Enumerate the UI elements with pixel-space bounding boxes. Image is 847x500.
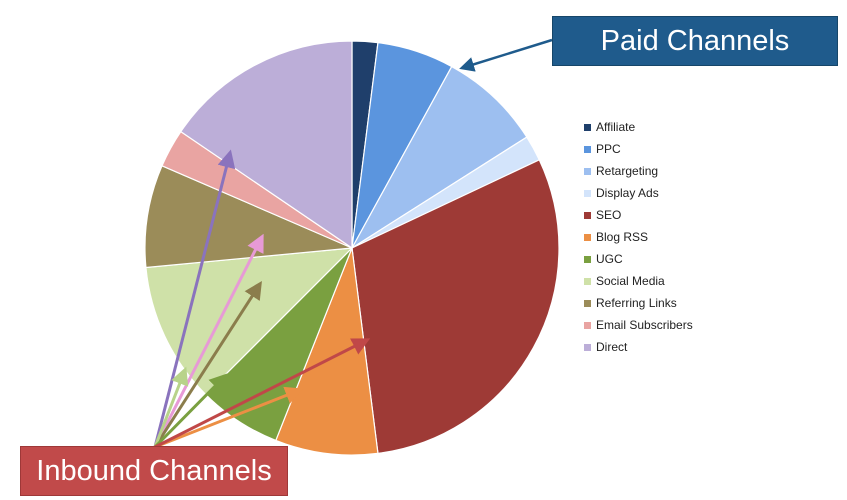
chart-legend: Affiliate PPC Retargeting Display Ads SEO Blo… [584,116,734,358]
legend-label: PPC [596,142,621,156]
inbound-arrow-seo [154,338,371,449]
legend-swatch [584,321,591,329]
inbound-arrow-ugc [153,373,228,449]
legend-item: Referring Links [584,292,734,314]
paid-channels-callout: Paid Channels [552,16,838,66]
legend-label: Referring Links [596,296,677,310]
legend-item: Blog RSS [584,226,734,248]
legend-swatch [584,277,591,285]
legend-item: Affiliate [584,116,734,138]
inbound-arrow-social-media [153,366,189,448]
legend-item: Social Media [584,270,734,292]
legend-item: Direct [584,336,734,358]
inbound-channels-callout: Inbound Channels [20,446,288,496]
legend-swatch [584,233,591,241]
pie-slice-direct [179,40,353,250]
legend-label: Retargeting [596,164,659,178]
legend-swatch [584,343,591,351]
legend-swatch [584,167,591,175]
legend-label: Display Ads [596,186,659,200]
pie-slice-referring-links [144,165,353,269]
legend-label: Email Subscribers [596,318,693,332]
inbound-arrow-direct [153,149,236,448]
inbound-channels-label: Inbound Channels [36,454,272,487]
legend-swatch [584,123,591,131]
legend-item: UGC [584,248,734,270]
inbound-arrow-email-subscribers [153,233,264,448]
inbound-arrow-referring-links [153,280,262,448]
pie-slice-seo [351,159,560,455]
legend-item: Display Ads [584,182,734,204]
legend-swatch [584,299,591,307]
pie-slice-retargeting [351,65,528,249]
callout-arrows [153,38,553,449]
legend-label: Social Media [596,274,665,288]
legend-item: PPC [584,138,734,160]
legend-label: Blog RSS [596,230,649,244]
pie-slices [144,40,560,456]
legend-label: Direct [596,340,628,354]
inbound-arrow-blog-rss [154,386,304,449]
legend-swatch [584,211,591,219]
legend-swatch [584,255,591,263]
legend-label: SEO [596,208,622,222]
legend-label: Affiliate [596,120,636,134]
paid-channels-arrow [459,38,553,72]
legend-item: SEO [584,204,734,226]
paid-channels-label: Paid Channels [600,24,790,57]
legend-label: UGC [596,252,623,266]
legend-item: Email Subscribers [584,314,734,336]
legend-item: Retargeting [584,160,734,182]
legend-swatch [584,189,591,197]
legend-swatch [584,145,591,153]
